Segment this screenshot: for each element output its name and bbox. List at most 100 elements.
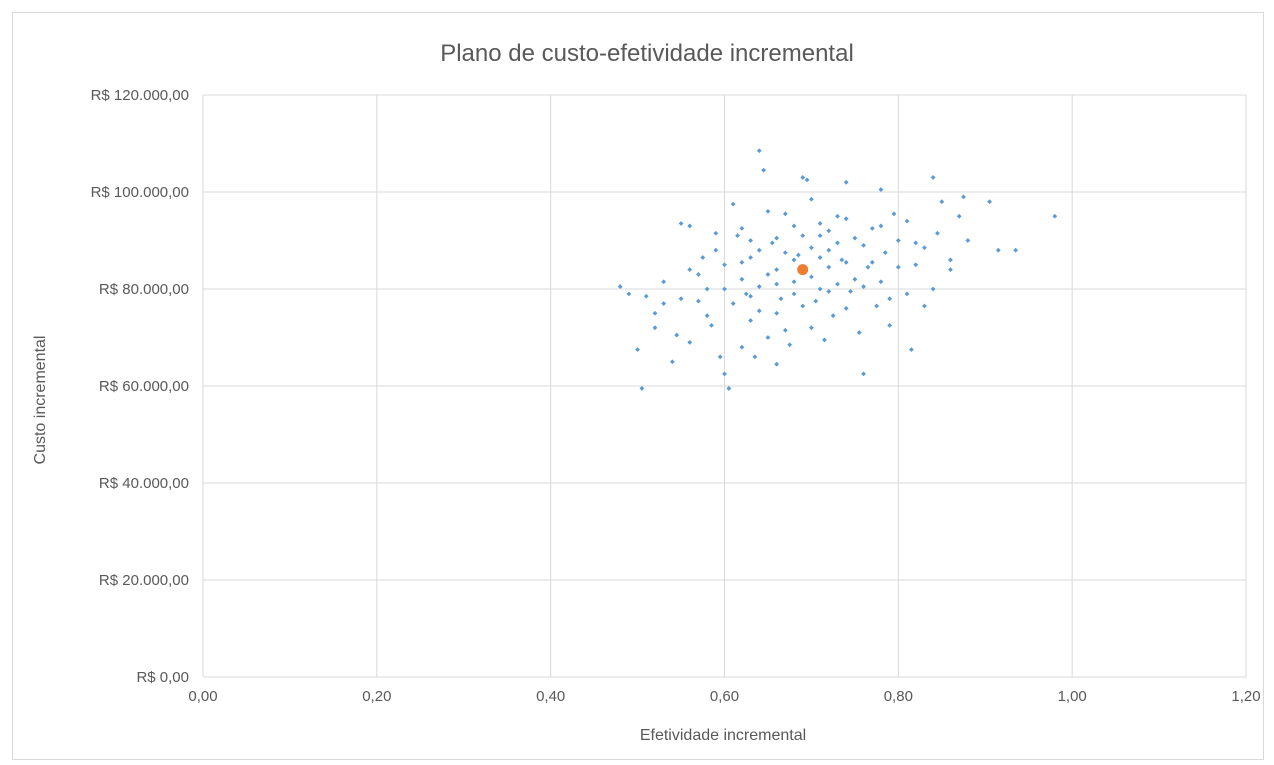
simulation-point <box>835 213 840 219</box>
simulation-point <box>791 223 797 229</box>
simulation-point <box>843 259 849 265</box>
simulation-point <box>639 386 645 391</box>
simulation-point <box>709 322 714 328</box>
simulation-point <box>809 325 814 331</box>
simulation-point <box>878 187 884 192</box>
simulation-point <box>652 325 658 331</box>
mean-point <box>797 264 809 276</box>
simulation-point <box>822 337 827 343</box>
simulation-point <box>878 279 884 285</box>
simulation-point <box>722 371 727 377</box>
y-tick-label: R$ 20.000,00 <box>99 572 189 589</box>
simulation-point <box>696 298 701 304</box>
simulation-point <box>948 257 953 263</box>
simulation-point <box>765 335 771 340</box>
simulation-point <box>848 289 853 294</box>
simulation-point <box>861 284 866 289</box>
simulation-point <box>730 201 736 207</box>
simulation-point <box>826 247 832 253</box>
simulation-point <box>774 281 780 287</box>
simulation-point <box>869 259 875 265</box>
simulation-point <box>769 240 775 246</box>
simulation-point <box>839 257 845 263</box>
simulation-point <box>800 233 806 239</box>
simulation-point <box>843 179 849 185</box>
y-tick-label: R$ 60.000,00 <box>99 378 189 395</box>
simulation-point <box>904 218 910 224</box>
simulation-point <box>756 148 762 154</box>
y-axis-title: Custo incremental <box>32 336 49 465</box>
simulation-point <box>756 247 762 253</box>
simulation-point <box>852 276 858 282</box>
simulation-point <box>678 296 684 302</box>
simulation-point <box>987 199 992 205</box>
simulation-point <box>743 291 749 297</box>
chart-title: Plano de custo-efetividade incremental <box>440 40 854 67</box>
simulation-point <box>965 238 971 243</box>
simulation-point <box>635 347 640 353</box>
simulation-point <box>652 310 658 316</box>
simulation-point <box>852 235 858 241</box>
simulation-point <box>674 332 680 338</box>
simulation-point <box>748 238 753 243</box>
simulation-point <box>874 303 880 309</box>
y-tick-label: R$ 40.000,00 <box>99 475 189 492</box>
simulation-point <box>895 264 901 270</box>
simulation-point <box>761 167 767 173</box>
simulation-point <box>791 279 797 285</box>
y-tick-label: R$ 80.000,00 <box>99 281 189 298</box>
simulation-point <box>756 308 762 314</box>
simulation-point <box>726 386 732 391</box>
x-tick-label: 1,20 <box>1231 688 1260 705</box>
simulation-point <box>856 330 862 336</box>
simulation-point <box>774 361 780 367</box>
simulation-point <box>817 221 823 226</box>
simulation-point <box>804 177 810 183</box>
simulation-point <box>813 298 819 304</box>
simulation-point <box>765 209 771 214</box>
simulation-point <box>861 242 866 248</box>
simulation-point <box>704 286 710 292</box>
simulation-point <box>869 225 875 231</box>
x-tick-label: 0,60 <box>710 688 739 705</box>
simulation-point <box>661 301 667 306</box>
simulation-point <box>956 213 962 219</box>
x-tick-label: 0,00 <box>188 688 217 705</box>
simulation-point <box>843 306 849 311</box>
simulation-point <box>687 339 693 345</box>
simulation-point <box>765 272 771 277</box>
simulation-point <box>739 259 745 265</box>
simulation-point <box>891 211 897 217</box>
simulation-point <box>687 223 693 229</box>
simulation-point <box>826 264 832 270</box>
simulation-point <box>865 264 871 270</box>
simulation-point <box>704 313 710 319</box>
simulation-point <box>887 296 893 302</box>
simulation-point <box>861 371 866 377</box>
simulation-point <box>913 262 919 268</box>
x-tick-label: 0,20 <box>362 688 391 705</box>
simulation-point <box>687 267 693 272</box>
simulation-point <box>735 233 740 239</box>
simulation-point <box>809 274 814 280</box>
simulation-point <box>809 196 814 202</box>
simulation-point <box>826 228 832 234</box>
x-tick-label: 0,80 <box>884 688 913 705</box>
simulation-point <box>800 175 806 180</box>
simulation-point <box>730 301 736 306</box>
mean-marker <box>797 264 809 276</box>
simulation-point <box>835 281 840 287</box>
simulation-point <box>778 296 784 302</box>
simulation-point <box>739 344 745 350</box>
simulation-point <box>722 286 727 292</box>
x-axis-ticks: 0,00 0,20 0,40 0,60 0,80 1,00 1,20 <box>188 688 1260 705</box>
simulation-point <box>922 245 927 251</box>
simulation-point <box>930 286 936 292</box>
simulation-point <box>791 291 797 297</box>
simulation-point <box>995 247 1001 253</box>
simulation-point <box>748 293 753 299</box>
simulation-point <box>748 255 753 260</box>
simulation-point <box>643 293 649 299</box>
simulation-points <box>617 148 1058 391</box>
simulation-point <box>782 250 788 256</box>
